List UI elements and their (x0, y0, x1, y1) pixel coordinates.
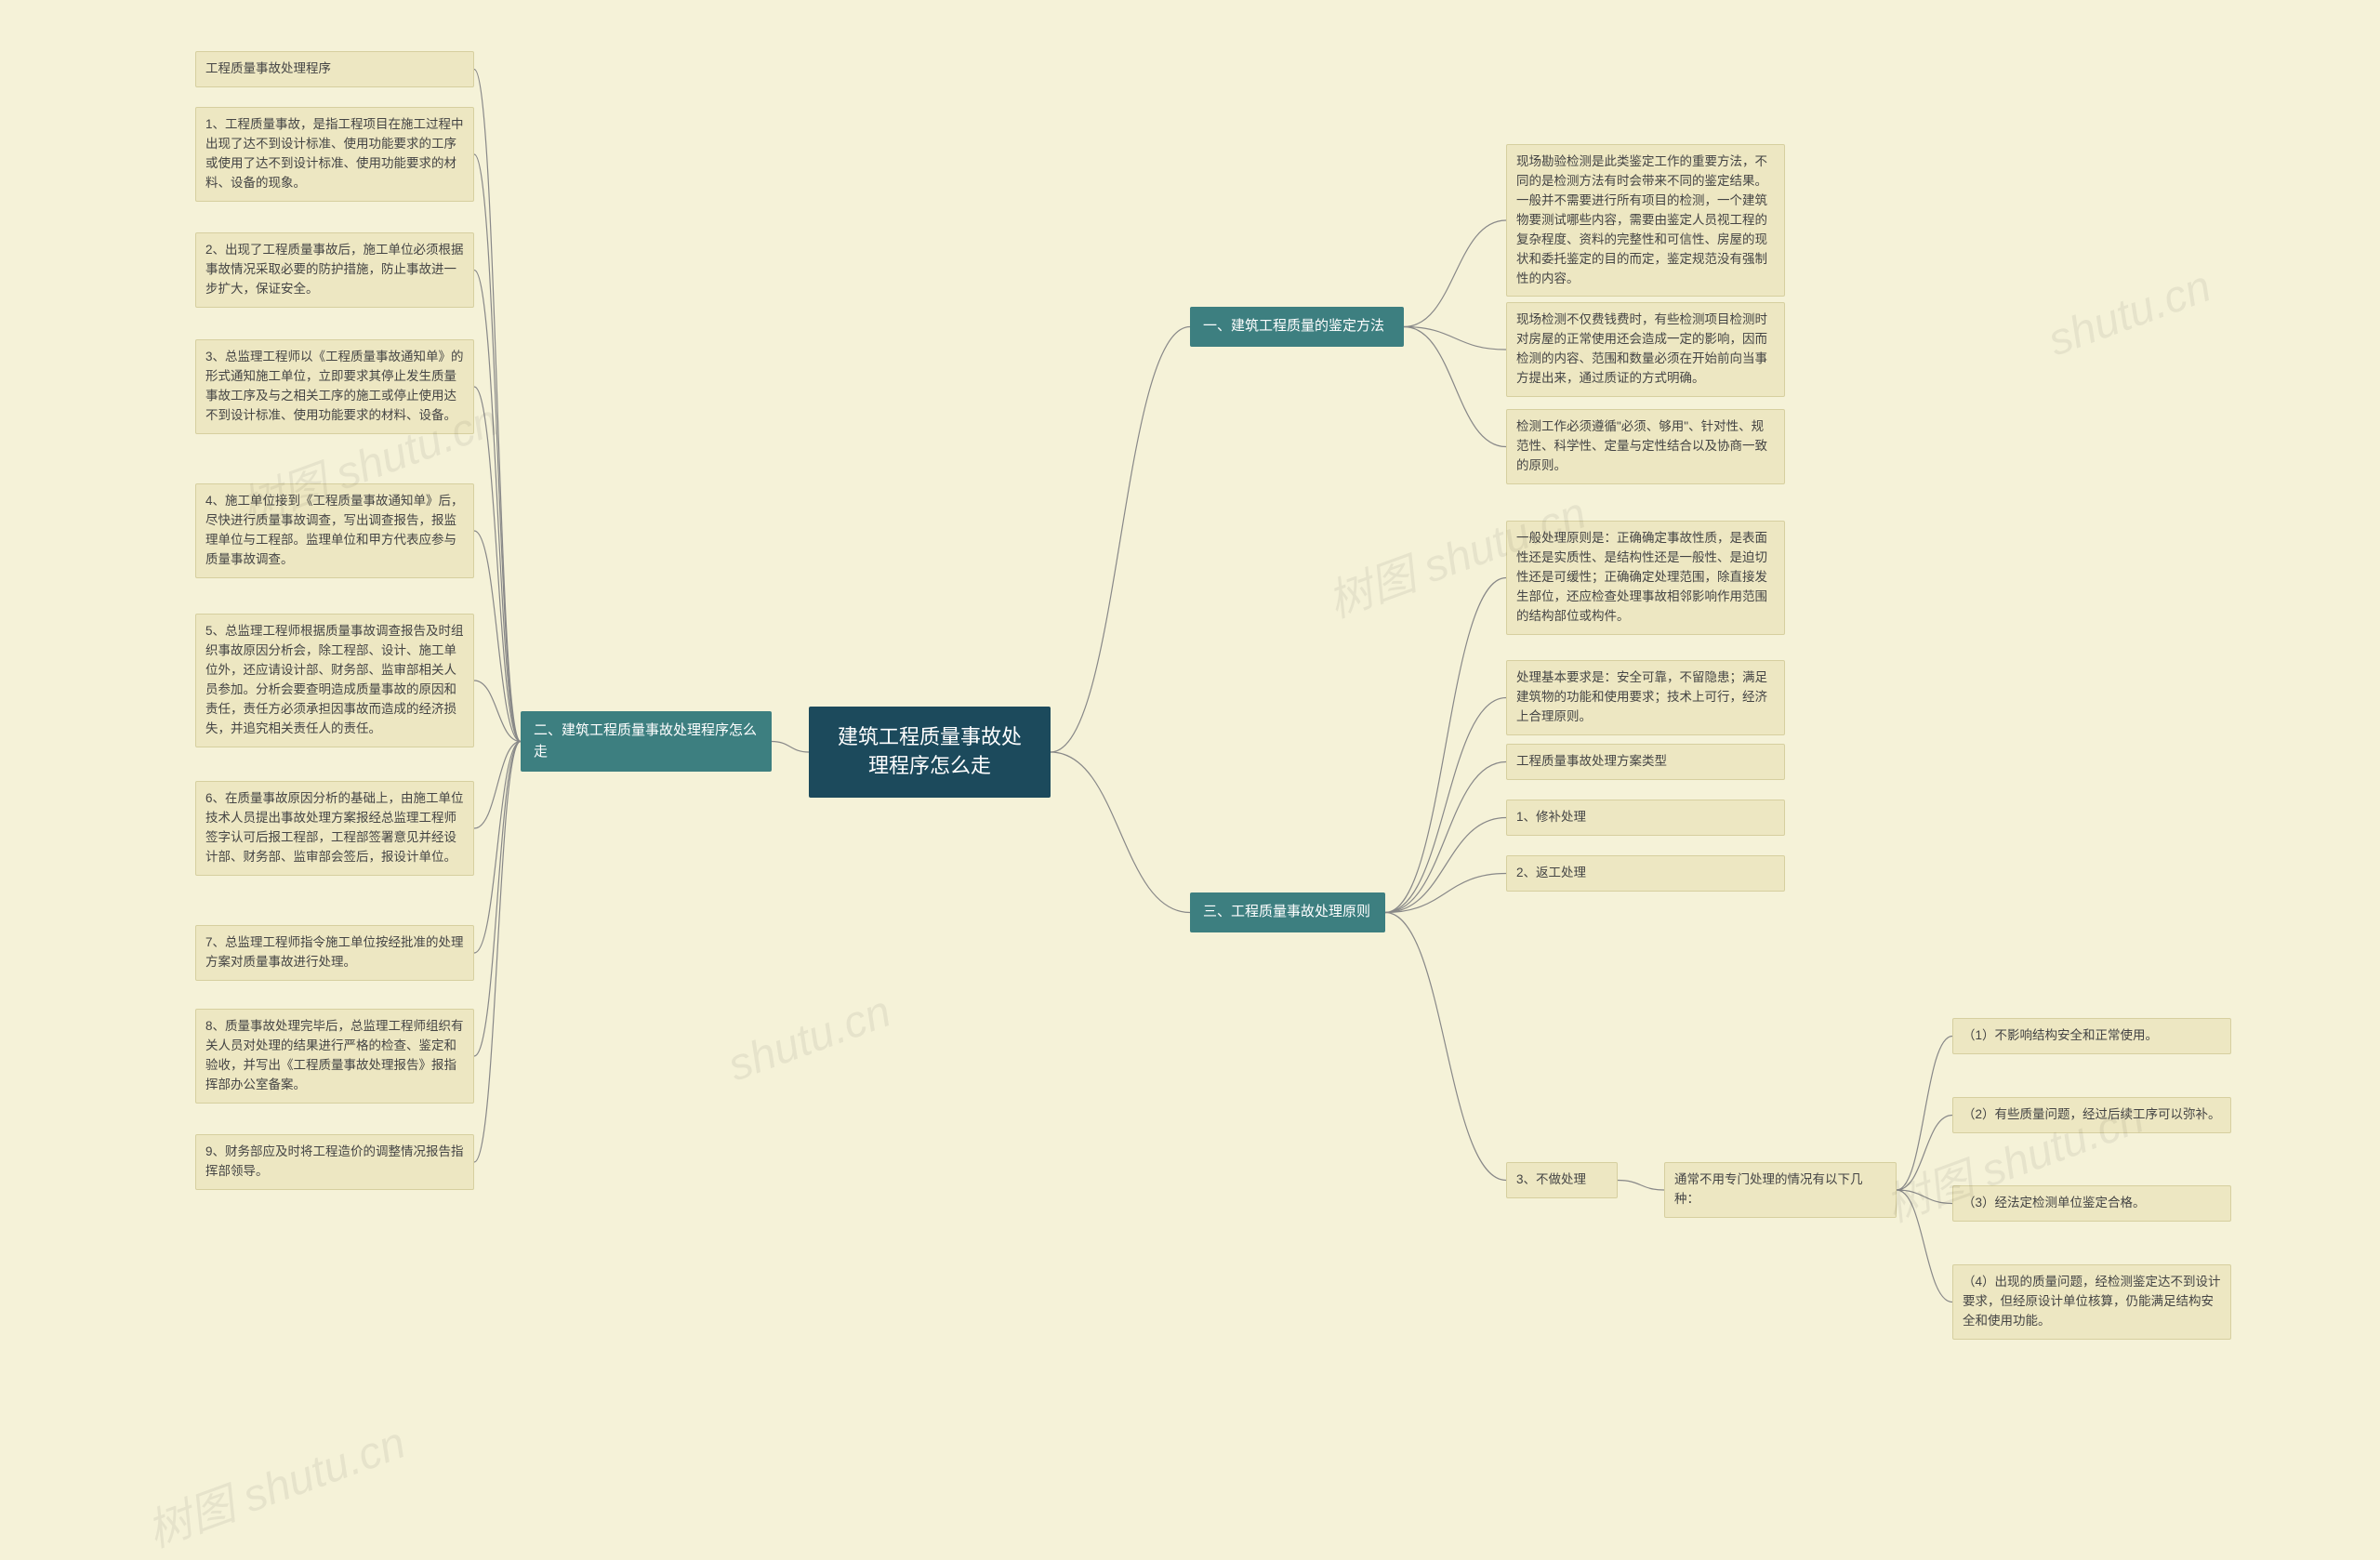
leaf-node[interactable]: 1、工程质量事故，是指工程项目在施工过程中出现了达不到设计标准、使用功能要求的工… (195, 107, 474, 202)
leaf-node[interactable]: （2）有些质量问题，经过后续工序可以弥补。 (1952, 1097, 2231, 1133)
branch-node[interactable]: 二、建筑工程质量事故处理程序怎么走 (521, 711, 772, 772)
connector (772, 742, 809, 753)
connector (474, 742, 521, 1057)
leaf-node[interactable]: 工程质量事故处理程序 (195, 51, 474, 87)
leaf-node[interactable]: 现场勘验检测是此类鉴定工作的重要方法，不同的是检测方法有时会带来不同的鉴定结果。… (1506, 144, 1785, 297)
connector (1385, 913, 1506, 1181)
watermark: 树图 shutu.cn (137, 1406, 413, 1559)
leaf-node[interactable]: 通常不用专门处理的情况有以下几种： (1664, 1162, 1897, 1218)
leaf-node[interactable]: 6、在质量事故原因分析的基础上，由施工单位技术人员提出事故处理方案报经总监理工程… (195, 781, 474, 876)
connector (1385, 874, 1506, 913)
leaf-node[interactable]: 1、修补处理 (1506, 800, 1785, 836)
leaf-node[interactable]: 处理基本要求是：安全可靠，不留隐患；满足建筑物的功能和使用要求；技术上可行，经济… (1506, 660, 1785, 735)
leaf-node[interactable]: 3、总监理工程师以《工程质量事故通知单》的形式通知施工单位，立即要求其停止发生质… (195, 339, 474, 434)
connector (1404, 327, 1506, 350)
connector (474, 742, 521, 829)
leaf-node[interactable]: （1）不影响结构安全和正常使用。 (1952, 1018, 2231, 1054)
leaf-node[interactable]: 7、总监理工程师指令施工单位按经批准的处理方案对质量事故进行处理。 (195, 925, 474, 981)
root-node[interactable]: 建筑工程质量事故处理程序怎么走 (809, 707, 1051, 798)
watermark: shutu.cn (721, 986, 897, 1092)
branch-node[interactable]: 一、建筑工程质量的鉴定方法 (1190, 307, 1404, 347)
connector (1897, 1190, 1952, 1204)
leaf-node[interactable]: （4）出现的质量问题，经检测鉴定达不到设计要求，但经原设计单位核算，仍能满足结构… (1952, 1264, 2231, 1340)
leaf-node[interactable]: 5、总监理工程师根据质量事故调查报告及时组织事故原因分析会，除工程部、设计、施工… (195, 614, 474, 747)
connector (474, 70, 521, 742)
connector (474, 271, 521, 742)
connector (474, 387, 521, 742)
connector (1404, 220, 1506, 327)
watermark: shutu.cn (2042, 261, 2217, 367)
leaf-node[interactable]: 2、返工处理 (1506, 855, 1785, 892)
connector (1051, 327, 1190, 753)
leaf-node[interactable]: 检测工作必须遵循"必须、够用"、针对性、规范性、科学性、定量与定性结合以及协商一… (1506, 409, 1785, 484)
connector (1385, 578, 1506, 913)
connector (1618, 1181, 1664, 1191)
connector (1404, 327, 1506, 447)
leaf-node[interactable]: 一般处理原则是：正确确定事故性质，是表面性还是实质性、是结构性还是一般性、是迫切… (1506, 521, 1785, 635)
connector (1385, 818, 1506, 913)
leaf-node[interactable]: 8、质量事故处理完毕后，总监理工程师组织有关人员对处理的结果进行严格的检查、鉴定… (195, 1009, 474, 1104)
connector (474, 742, 521, 1163)
leaf-node[interactable]: 9、财务部应及时将工程造价的调整情况报告指挥部领导。 (195, 1134, 474, 1190)
connector (474, 742, 521, 954)
connector (1051, 752, 1190, 913)
connector (1385, 698, 1506, 913)
connector (474, 681, 521, 742)
connector (1385, 762, 1506, 913)
leaf-node[interactable]: （3）经法定检测单位鉴定合格。 (1952, 1185, 2231, 1222)
connector (1897, 1037, 1952, 1191)
branch-node[interactable]: 三、工程质量事故处理原则 (1190, 892, 1385, 932)
connector (474, 154, 521, 742)
leaf-node[interactable]: 2、出现了工程质量事故后，施工单位必须根据事故情况采取必要的防护措施，防止事故进… (195, 232, 474, 308)
leaf-node[interactable]: 工程质量事故处理方案类型 (1506, 744, 1785, 780)
connector (1897, 1116, 1952, 1191)
connector (1897, 1190, 1952, 1302)
connector (474, 531, 521, 742)
leaf-node[interactable]: 现场检测不仅费钱费时，有些检测项目检测时对房屋的正常使用还会造成一定的影响，因而… (1506, 302, 1785, 397)
leaf-node[interactable]: 4、施工单位接到《工程质量事故通知单》后，尽快进行质量事故调查，写出调查报告，报… (195, 483, 474, 578)
leaf-node[interactable]: 3、不做处理 (1506, 1162, 1618, 1198)
